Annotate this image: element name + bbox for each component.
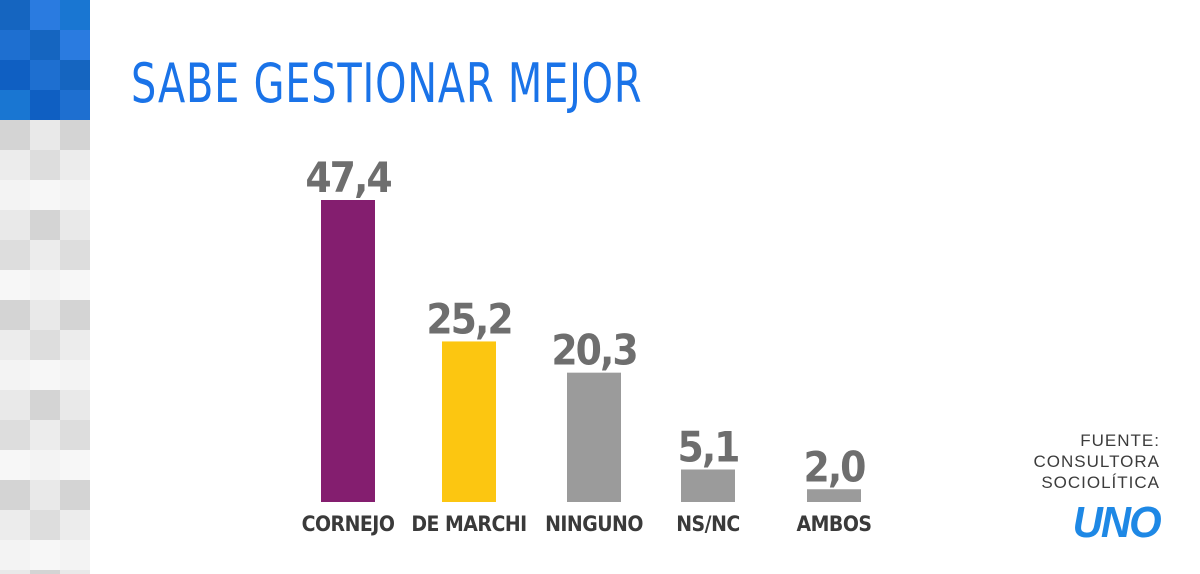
mosaic-tile (30, 30, 60, 60)
source-line-2: CONSULTORA (1033, 452, 1160, 471)
mosaic-tile (60, 180, 90, 210)
mosaic-tile (60, 540, 90, 570)
decorative-mosaic (0, 0, 91, 574)
category-label: AMBOS (797, 512, 872, 536)
bar-de-marchi (442, 341, 496, 502)
mosaic-tile (0, 240, 30, 270)
mosaic-tile (0, 180, 30, 210)
mosaic-tile (30, 240, 60, 270)
value-label: 20,3 (551, 326, 636, 375)
value-label: 2,0 (804, 442, 866, 491)
mosaic-tile (60, 270, 90, 300)
mosaic-tile (60, 360, 90, 390)
bar-ambos (807, 489, 861, 502)
mosaic-tile (30, 360, 60, 390)
mosaic-tile (60, 420, 90, 450)
category-label: NINGUNO (545, 512, 643, 536)
bar-ns-nc (681, 469, 735, 502)
mosaic-tile (30, 180, 60, 210)
mosaic-tile (60, 0, 90, 30)
value-label: 5,1 (678, 423, 739, 472)
mosaic-tile (60, 450, 90, 480)
mosaic-tile (30, 270, 60, 300)
mosaic-tile (60, 60, 90, 90)
mosaic-tile (0, 150, 30, 180)
category-label: CORNEJO (302, 512, 395, 536)
source-line-3: SOCIOLÍTICA (1041, 473, 1160, 492)
mosaic-tile (30, 510, 60, 540)
mosaic-tile (30, 390, 60, 420)
mosaic-tile (0, 120, 30, 150)
mosaic-tile (0, 90, 30, 120)
mosaic-tile (30, 210, 60, 240)
mosaic-tile (0, 360, 30, 390)
mosaic-tile (30, 120, 60, 150)
mosaic-tile (60, 390, 90, 420)
mosaic-tile (60, 90, 90, 120)
mosaic-tile (60, 570, 90, 574)
value-label: 47,4 (305, 153, 391, 202)
mosaic-tile (0, 510, 30, 540)
mosaic-tile (0, 420, 30, 450)
mosaic-tile (0, 60, 30, 90)
mosaic-tile (30, 420, 60, 450)
source-line-1: FUENTE: (1080, 431, 1160, 450)
mosaic-tile (60, 510, 90, 540)
mosaic-tile (30, 570, 60, 574)
mosaic-tile (0, 300, 30, 330)
mosaic-tile (30, 450, 60, 480)
mosaic-tile (60, 240, 90, 270)
chart-title: SABE GESTIONAR MEJOR (131, 52, 643, 115)
mosaic-tile (30, 330, 60, 360)
mosaic-tile (60, 300, 90, 330)
mosaic-tile (0, 540, 30, 570)
mosaic-tile (30, 300, 60, 330)
bar-cornejo (321, 200, 375, 502)
mosaic-tile (0, 570, 30, 574)
value-label: 25,2 (426, 294, 511, 343)
category-label: NS/NC (676, 512, 740, 536)
mosaic-tile (60, 330, 90, 360)
mosaic-tile (0, 0, 30, 30)
mosaic-tile (0, 390, 30, 420)
bar-ninguno (567, 372, 621, 502)
mosaic-tile (60, 210, 90, 240)
mosaic-tile (0, 210, 30, 240)
mosaic-tile (0, 330, 30, 360)
mosaic-tile (30, 0, 60, 30)
mosaic-tile (30, 150, 60, 180)
mosaic-tile (30, 60, 60, 90)
mosaic-tile (60, 480, 90, 510)
mosaic-tile (60, 120, 90, 150)
mosaic-tile (0, 480, 30, 510)
mosaic-tile (0, 30, 30, 60)
category-label: DE MARCHI (411, 512, 526, 536)
mosaic-tile (30, 540, 60, 570)
uno-logo: UNO (1072, 498, 1162, 547)
mosaic-tile (30, 480, 60, 510)
source-credit: FUENTE: CONSULTORA SOCIOLÍTICA (960, 430, 1160, 493)
mosaic-tile (0, 270, 30, 300)
mosaic-tile (30, 90, 60, 120)
mosaic-tile (60, 30, 90, 60)
mosaic-tile (60, 150, 90, 180)
mosaic-tile (0, 450, 30, 480)
